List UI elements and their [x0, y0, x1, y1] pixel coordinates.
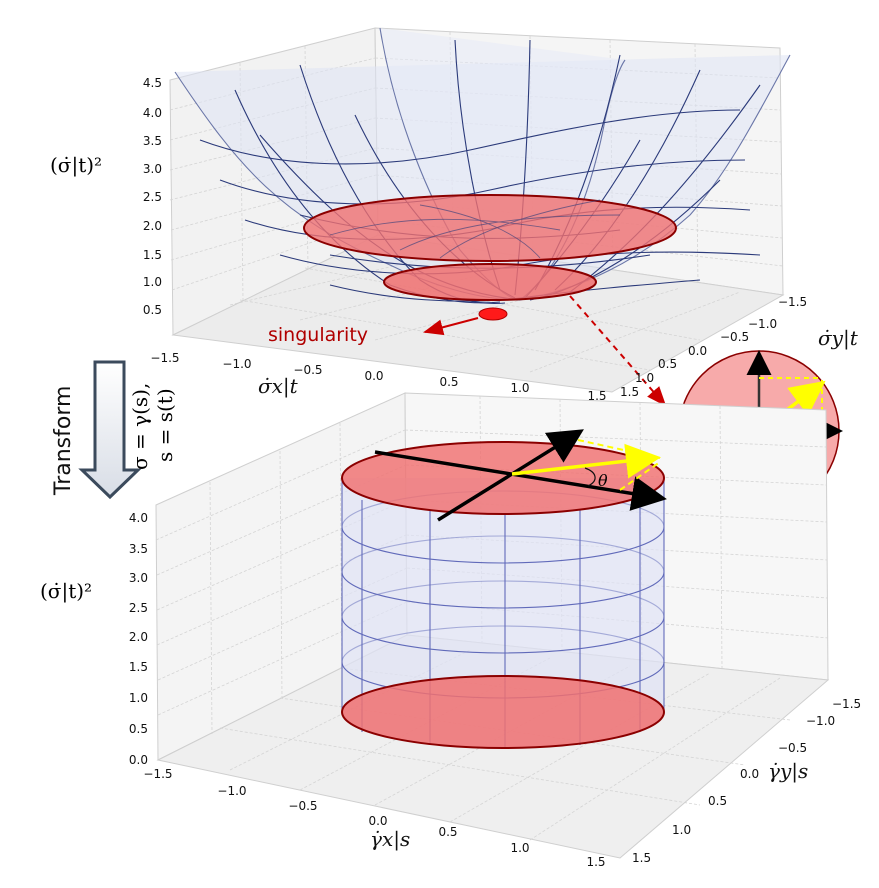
transform-label: Transform [51, 386, 76, 496]
top-x-label: σ̇x|t [258, 374, 299, 399]
svg-text:0.5: 0.5 [143, 303, 162, 317]
svg-text:0.0: 0.0 [368, 814, 387, 828]
svg-text:−1.0: −1.0 [748, 317, 777, 331]
bottom-z-ticks: 4.0 3.5 3.0 2.5 2.0 1.5 1.0 0.5 0.0 [129, 511, 148, 767]
transform-arrow-icon [78, 360, 142, 500]
disc-vector-arrow [511, 443, 661, 479]
transform-eq1: σ = γ(s), [128, 383, 152, 470]
svg-text:−1.5: −1.5 [778, 295, 807, 309]
top-z-label: (σ̇|t)² [50, 153, 102, 178]
singularity-point [478, 307, 508, 321]
svg-text:0.0: 0.0 [740, 767, 759, 781]
svg-text:0.5: 0.5 [708, 794, 727, 808]
svg-text:3.5: 3.5 [129, 542, 148, 556]
svg-text:−0.5: −0.5 [288, 799, 317, 813]
svg-text:1.0: 1.0 [635, 371, 654, 385]
top-y-ticks: −1.5 −1.0 −0.5 0.0 0.5 1.0 1.5 [620, 295, 807, 399]
svg-text:0.0: 0.0 [688, 344, 707, 358]
svg-text:1.5: 1.5 [632, 851, 651, 865]
disc-axis-y [437, 429, 584, 522]
svg-text:1.5: 1.5 [586, 855, 605, 869]
top-small-disc [383, 263, 597, 301]
bottom-x-ticks: −1.5 −1.0 −0.5 0.0 0.5 1.0 1.5 [143, 767, 605, 869]
svg-text:1.5: 1.5 [620, 385, 639, 399]
svg-text:2.5: 2.5 [143, 190, 162, 204]
svg-text:4.0: 4.0 [129, 511, 148, 525]
svg-text:1.0: 1.0 [672, 823, 691, 837]
bottom-disc [341, 675, 665, 749]
inset-pointer-arrow [569, 295, 667, 407]
bottom-y-label: γ̇y|s [768, 759, 808, 784]
svg-text:2.0: 2.0 [129, 630, 148, 644]
disc-angle-label: θ [598, 471, 608, 490]
svg-text:4.0: 4.0 [143, 106, 162, 120]
bottom-plot: θ 4.0 3.5 3.0 2.5 2.0 1.5 1.0 0.5 0.0 (σ… [40, 392, 861, 869]
svg-text:0.5: 0.5 [438, 825, 457, 839]
svg-text:2.0: 2.0 [143, 219, 162, 233]
svg-text:3.0: 3.0 [143, 162, 162, 176]
svg-text:−0.5: −0.5 [293, 363, 322, 377]
top-z-ticks: 4.5 4.0 3.5 3.0 2.5 2.0 1.5 1.0 0.5 [143, 76, 162, 317]
bottom-x-label: γ̇x|s [370, 827, 410, 852]
svg-text:1.5: 1.5 [129, 660, 148, 674]
bottom-z-label: (σ̇|t)² [40, 579, 92, 604]
svg-text:−1.5: −1.5 [143, 767, 172, 781]
svg-text:0.0: 0.0 [364, 369, 383, 383]
bottom-y-ticks: −1.5 −1.0 −0.5 0.0 0.5 1.0 1.5 [632, 697, 861, 865]
svg-text:3.0: 3.0 [129, 571, 148, 585]
svg-text:3.5: 3.5 [143, 134, 162, 148]
svg-text:0.5: 0.5 [129, 722, 148, 736]
top-x-ticks: −1.5 −1.0 −0.5 0.0 0.5 1.0 1.5 [150, 351, 606, 403]
transform-indicator: Transform σ = γ(s), s = s(t) [51, 360, 177, 500]
svg-text:2.5: 2.5 [129, 601, 148, 615]
svg-text:1.0: 1.0 [143, 275, 162, 289]
singularity-arrow [423, 317, 479, 336]
svg-text:−1.0: −1.0 [806, 714, 835, 728]
disc-dash-2 [619, 461, 661, 491]
svg-text:1.0: 1.0 [129, 691, 148, 705]
svg-text:−0.5: −0.5 [778, 741, 807, 755]
svg-text:0.5: 0.5 [658, 357, 677, 371]
svg-text:1.5: 1.5 [143, 248, 162, 262]
svg-text:−1.5: −1.5 [150, 351, 179, 365]
svg-text:1.0: 1.0 [510, 381, 529, 395]
svg-text:0.5: 0.5 [439, 375, 458, 389]
svg-text:−0.5: −0.5 [720, 330, 749, 344]
svg-text:−1.5: −1.5 [832, 697, 861, 711]
top-large-disc [303, 194, 677, 262]
top-plot: singularity 4.5 4.0 3.5 3.0 2.5 2.0 1.5 … [50, 27, 859, 407]
disc-angle-arc [584, 467, 596, 487]
svg-text:0.0: 0.0 [129, 753, 148, 767]
svg-text:1.0: 1.0 [510, 841, 529, 855]
svg-text:−1.0: −1.0 [217, 784, 246, 798]
top-y-label: σ̇y|t [818, 326, 859, 351]
svg-text:1.5: 1.5 [587, 389, 606, 403]
top-large-disc-mesh [329, 199, 621, 259]
singularity-label: singularity [268, 324, 368, 346]
svg-text:−1.0: −1.0 [222, 357, 251, 371]
disc-dash-1 [577, 439, 661, 459]
svg-text:4.5: 4.5 [143, 76, 162, 90]
transform-eq2: s = s(t) [153, 388, 177, 462]
